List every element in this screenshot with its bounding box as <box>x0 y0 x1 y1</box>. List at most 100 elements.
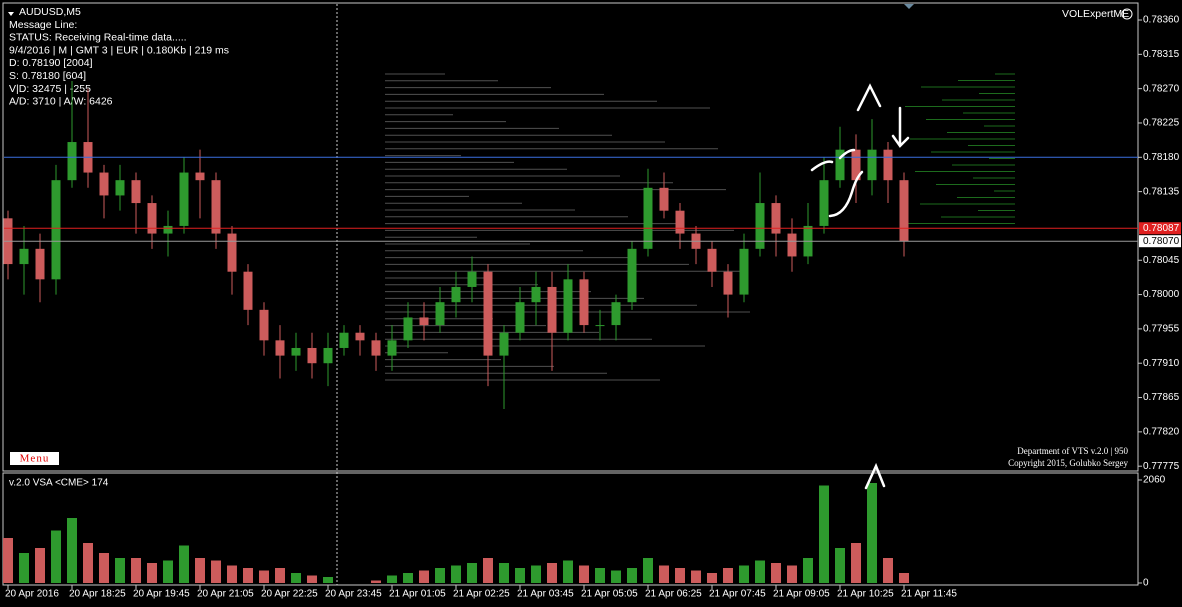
candle-body <box>819 180 829 226</box>
y-tick-label: 2060 <box>1143 475 1166 486</box>
candle-body <box>851 149 861 181</box>
candle-body <box>899 180 909 242</box>
volume-bar <box>291 573 301 583</box>
volume-bar <box>691 570 701 583</box>
volume-bar <box>867 483 877 583</box>
x-tick-label: 21 Apr 07:45 <box>709 589 766 600</box>
candle-body <box>771 203 781 234</box>
y-tick-label: 0.78225 <box>1143 118 1180 129</box>
candle-body <box>723 271 733 295</box>
volume-bar <box>83 543 93 583</box>
hand-drawings <box>810 83 910 490</box>
x-tick-label: 20 Apr 23:45 <box>325 589 382 600</box>
volume-bar <box>771 563 781 583</box>
volume-bar <box>227 565 237 583</box>
candle-body <box>595 325 605 327</box>
drawn-stroke <box>838 148 856 160</box>
volume-bar <box>627 568 637 583</box>
volume-bar <box>403 573 413 583</box>
volume-bar <box>707 573 717 583</box>
volume-bar <box>611 570 621 583</box>
price-tag-label: 0.78070 <box>1143 236 1180 247</box>
volume-bar <box>755 560 765 583</box>
indicator-name: VOLExpertME <box>1062 8 1129 20</box>
candle-body <box>563 279 573 333</box>
candle-body <box>243 271 253 310</box>
y-tick-label: 0.78000 <box>1143 289 1180 300</box>
volume-bar <box>851 543 861 583</box>
candle-body <box>307 347 317 364</box>
candle-body <box>115 180 125 196</box>
volume-bar <box>515 568 525 583</box>
volume-title: v.2.0 VSA <CME> 174 <box>9 478 109 489</box>
y-tick-label: 0.78180 <box>1143 152 1180 163</box>
candle-body <box>339 332 349 348</box>
candle-body <box>211 180 221 234</box>
candle-body <box>355 332 365 341</box>
x-tick-label: 21 Apr 10:25 <box>837 589 894 600</box>
volume-bar <box>835 548 845 583</box>
dropdown-arrow[interactable] <box>8 12 14 16</box>
candle-body <box>35 248 45 280</box>
candle-body <box>547 286 557 333</box>
candle-body <box>755 203 765 249</box>
x-tick-label: 20 Apr 2016 <box>5 589 59 600</box>
candle-body <box>499 332 509 356</box>
candle-body <box>739 248 749 295</box>
volume-bar <box>739 565 749 583</box>
candle-body <box>419 317 429 326</box>
candle-body <box>579 279 589 326</box>
candle-body <box>835 149 845 181</box>
volume-bar <box>195 558 205 583</box>
info-line: 9/4/2016 | M | GMT 3 | EUR | 0.180Kb | 2… <box>9 44 229 56</box>
info-line: Message Line: <box>9 19 77 31</box>
x-tick-label: 20 Apr 21:05 <box>197 589 254 600</box>
volume-bar <box>787 565 797 583</box>
volume-bar <box>531 565 541 583</box>
volume-bar <box>563 560 573 583</box>
volume-bar <box>275 568 285 583</box>
candle-body <box>227 233 237 272</box>
x-tick-label: 21 Apr 09:05 <box>773 589 830 600</box>
y-tick-label: 0.78360 <box>1143 15 1180 26</box>
volume-bar <box>371 580 381 583</box>
candle-body <box>659 187 669 211</box>
volume-bar <box>3 538 13 583</box>
y-tick-label: 0.78045 <box>1143 255 1180 266</box>
candle-body <box>787 233 797 257</box>
volume-bar <box>51 530 61 583</box>
candle-body <box>643 187 653 249</box>
candle-body <box>483 271 493 356</box>
candle-body <box>675 210 685 234</box>
footer-line: Department of VTS v.2.0 | 950 <box>1017 446 1128 456</box>
volume-bar <box>387 575 397 583</box>
indicator-icon[interactable] <box>1121 8 1133 20</box>
price-frame <box>2 2 1139 472</box>
volume-bar <box>99 553 109 583</box>
price-tag-label: 0.78087 <box>1143 223 1180 234</box>
candle-body <box>531 286 541 303</box>
menu-button[interactable] <box>10 452 59 465</box>
candle-body <box>163 225 173 234</box>
x-tick-label: 20 Apr 19:45 <box>133 589 190 600</box>
volume-bar <box>819 485 829 583</box>
volume-bar <box>179 545 189 583</box>
candle-body <box>387 340 397 356</box>
volume-bar <box>675 568 685 583</box>
candle-body <box>19 248 29 265</box>
menu-label[interactable]: Menu <box>20 453 50 465</box>
candle-body <box>883 149 893 181</box>
marks: Message Line:STATUS: Receiving Real-time… <box>3 15 1181 600</box>
volume-bar <box>211 560 221 583</box>
y-tick-label: 0.78270 <box>1143 83 1180 94</box>
volume-bar <box>131 558 141 583</box>
volume-profile <box>385 73 1015 381</box>
volume-bar <box>723 568 733 583</box>
x-tick-label: 20 Apr 22:25 <box>261 589 318 600</box>
volume-bar <box>899 573 909 583</box>
volume-bar <box>579 565 589 583</box>
volume-bar <box>163 560 173 583</box>
candle-body <box>179 172 189 226</box>
x-tick-label: 21 Apr 11:45 <box>901 589 957 600</box>
